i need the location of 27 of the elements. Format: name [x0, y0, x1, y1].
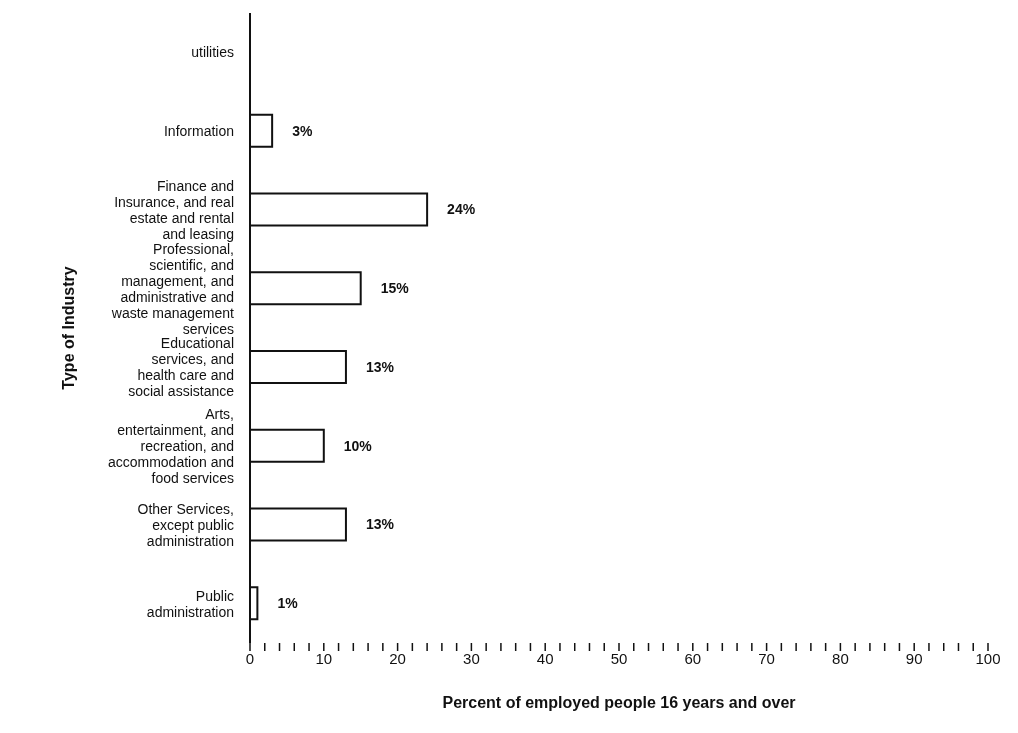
x-axis-title: Percent of employed people 16 years and over — [442, 694, 796, 711]
x-tick-label: 70 — [758, 649, 775, 667]
data-label: 24% — [447, 201, 476, 218]
x-tick-label: 30 — [463, 649, 480, 667]
y-tick-label: Finance and Insurance, and real estate and rental and leasing — [114, 177, 234, 242]
x-tick-label: 80 — [832, 649, 849, 667]
y-tick-label: Educational services, and health care and social assistance — [128, 335, 235, 400]
x-tick-label: 50 — [610, 649, 628, 667]
data-label: 13% — [365, 516, 395, 533]
y-tick-label: Information — [163, 123, 234, 140]
x-tick-label: 0 — [245, 649, 255, 667]
y-tick-label: Other Services, except public administration — [137, 500, 234, 549]
x-tick-label: 10 — [315, 649, 333, 667]
x-tick-label: 100 — [975, 649, 1001, 667]
data-label: 13% — [365, 358, 395, 375]
x-tick-label: 40 — [536, 649, 554, 667]
x-tick-label: 60 — [684, 649, 702, 667]
data-label: 15% — [380, 280, 410, 297]
x-tick-label: 90 — [905, 649, 923, 667]
y-tick-label: Public administration — [146, 587, 234, 620]
x-tick-label: 20 — [389, 649, 406, 667]
data-label: 3% — [292, 122, 313, 139]
y-axis-title: Type of Industry — [59, 266, 77, 390]
data-label: 1% — [277, 595, 299, 612]
y-tick-label: utilities — [191, 44, 234, 61]
data-label: 10% — [343, 437, 373, 454]
y-tick-label: Arts, entertainment, and recreation, and accommodation and food services — [107, 406, 234, 487]
